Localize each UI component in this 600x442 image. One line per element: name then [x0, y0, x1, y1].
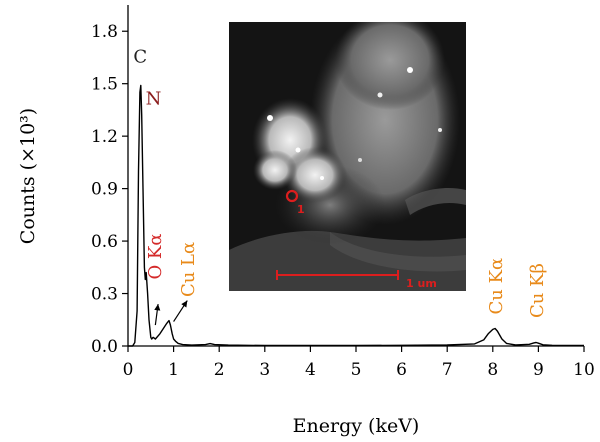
peak-label: Cu Lα — [178, 242, 199, 297]
scale-bar-label: 1 um — [406, 277, 437, 290]
peak-arrow-head — [181, 300, 188, 308]
x-tick-label: 2 — [214, 360, 225, 380]
y-tick-label: 0.0 — [91, 337, 118, 357]
x-tick-label: 6 — [396, 360, 407, 380]
spectrum-line — [128, 84, 585, 347]
peak-label: Cu Kα — [486, 258, 507, 315]
x-tick-label: 8 — [487, 360, 498, 380]
sparkle — [320, 176, 324, 180]
sparkle — [407, 67, 413, 73]
x-tick-label: 7 — [442, 360, 453, 380]
measurement-point-marker — [285, 189, 299, 203]
sparkle — [358, 158, 362, 162]
inset-micrograph: 1 1 um — [229, 22, 466, 291]
measurement-point-label: 1 — [297, 203, 305, 216]
peak-label: C — [133, 47, 147, 68]
x-tick-label: 10 — [573, 360, 595, 380]
bright-cluster-2 — [283, 147, 347, 203]
y-axis-ticks: 0.0 0.3 0.6 0.9 1.2 1.5 1.8 — [91, 22, 128, 357]
spectrum-series — [128, 84, 585, 347]
sparkle — [438, 128, 442, 132]
sparkle — [267, 115, 273, 121]
x-tick-label: 9 — [533, 360, 544, 380]
y-tick-label: 0.9 — [91, 180, 118, 200]
y-tick-label: 1.8 — [91, 22, 118, 42]
x-tick-label: 0 — [123, 360, 134, 380]
peak-arrow-head — [154, 304, 161, 311]
sparkle — [295, 147, 301, 153]
peak-arrows — [154, 300, 188, 326]
y-axis-title: Counts (×10³) — [17, 108, 39, 244]
y-tick-label: 1.5 — [91, 75, 118, 95]
y-tick-label: 0.3 — [91, 285, 118, 305]
y-tick-label: 1.2 — [91, 127, 118, 147]
peak-label: O Kα — [145, 233, 166, 279]
peak-label: N — [146, 89, 162, 110]
peak-label: Cu Kβ — [527, 263, 548, 318]
micrograph-texture — [229, 22, 466, 291]
sparkle — [377, 92, 383, 98]
support-film-strand — [330, 232, 466, 272]
bright-cluster-3 — [253, 150, 297, 190]
y-tick-label: 0.6 — [91, 232, 118, 252]
x-tick-label: 1 — [168, 360, 179, 380]
x-axis-title: Energy (keV) — [293, 415, 420, 437]
peak-annotations: CN O Kα Cu Lα Cu Kα Cu Kβ — [133, 47, 548, 318]
x-tick-label: 5 — [351, 360, 362, 380]
x-tick-label: 4 — [305, 360, 316, 380]
x-axis-ticks: 0 1 2 3 4 5 6 7 8 9 10 — [123, 346, 595, 380]
upper-grain — [335, 22, 445, 110]
x-tick-label: 3 — [259, 360, 270, 380]
